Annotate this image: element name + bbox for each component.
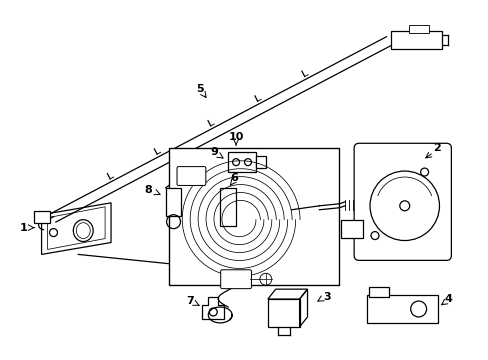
Bar [341, 220, 362, 238]
Ellipse shape [76, 223, 90, 239]
Bar [220, 188, 236, 226]
Bar [165, 188, 181, 216]
Text: 9: 9 [210, 147, 218, 157]
Text: 2: 2 [432, 143, 440, 153]
Bar [228, 152, 255, 172]
Bar [408, 25, 427, 33]
Text: 6: 6 [230, 173, 238, 183]
Text: 7: 7 [186, 296, 194, 306]
Bar [255, 156, 265, 168]
Bar [390, 31, 442, 49]
Text: 1: 1 [20, 222, 27, 233]
FancyBboxPatch shape [177, 167, 205, 185]
FancyBboxPatch shape [220, 270, 251, 289]
Text: 10: 10 [228, 132, 243, 142]
Text: 5: 5 [196, 84, 203, 94]
Bar [168, 148, 339, 285]
Text: 3: 3 [323, 292, 330, 302]
Bar [34, 211, 49, 223]
Ellipse shape [73, 220, 93, 242]
Bar [366, 295, 438, 323]
FancyBboxPatch shape [353, 143, 450, 260]
Bar [368, 287, 388, 297]
Text: 4: 4 [444, 294, 451, 304]
Text: 8: 8 [144, 185, 152, 195]
